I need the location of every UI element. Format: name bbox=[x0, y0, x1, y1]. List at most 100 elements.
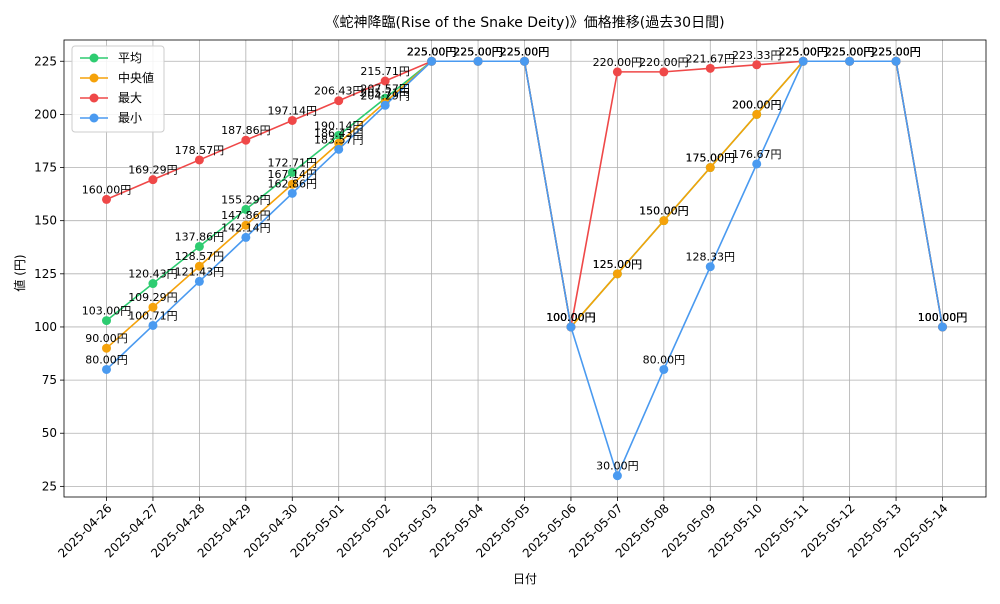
data-label: 103.00円 bbox=[82, 305, 132, 318]
data-point bbox=[148, 279, 158, 289]
data-label: 128.33円 bbox=[686, 251, 736, 264]
data-point bbox=[241, 220, 251, 230]
legend-marker bbox=[89, 53, 99, 63]
data-point bbox=[241, 232, 251, 242]
y-tick-label: 50 bbox=[42, 426, 57, 440]
y-tick-label: 225 bbox=[34, 54, 57, 68]
data-label: 225.00円 bbox=[778, 45, 828, 58]
data-label: 220.00円 bbox=[639, 56, 689, 69]
data-label: 205.71円 bbox=[360, 86, 410, 99]
data-label: 223.33円 bbox=[732, 49, 782, 62]
y-tick-label: 175 bbox=[34, 161, 57, 175]
data-point bbox=[334, 96, 344, 106]
data-label: 100.00円 bbox=[918, 311, 968, 324]
y-tick-label: 25 bbox=[42, 479, 57, 493]
data-label: 137.86円 bbox=[175, 230, 225, 243]
plot-frame bbox=[63, 39, 987, 498]
legend-marker bbox=[89, 73, 99, 83]
data-label: 30.00円 bbox=[596, 460, 639, 473]
data-label: 225.00円 bbox=[825, 45, 875, 58]
data-label: 90.00円 bbox=[85, 332, 128, 345]
data-point bbox=[705, 63, 715, 73]
data-label: 187.86円 bbox=[221, 124, 271, 137]
data-point bbox=[427, 56, 437, 66]
data-point bbox=[612, 471, 622, 481]
data-point bbox=[148, 175, 158, 185]
y-axis-title: 値 (円) bbox=[12, 254, 27, 291]
data-label: 150.00円 bbox=[639, 205, 689, 218]
data-label: 225.00円 bbox=[407, 45, 457, 58]
data-label: 169.29円 bbox=[128, 164, 178, 177]
data-point bbox=[194, 155, 204, 165]
data-label: 225.00円 bbox=[871, 45, 921, 58]
data-point bbox=[287, 115, 297, 125]
data-point bbox=[380, 76, 390, 86]
data-point bbox=[752, 109, 762, 119]
data-label: 225.00円 bbox=[453, 45, 503, 58]
data-labels-layer: 103.00円 120.43円 137.86円 155.29円 172.71円 190.1… bbox=[82, 45, 968, 472]
data-label: 178.57円 bbox=[175, 144, 225, 157]
series-layer bbox=[102, 56, 947, 481]
data-label: 183.57円 bbox=[314, 133, 364, 146]
data-label: 172.71円 bbox=[268, 156, 318, 169]
data-point bbox=[380, 100, 390, 110]
data-point bbox=[659, 364, 669, 374]
x-axis-title: 日付 bbox=[513, 572, 537, 586]
data-point bbox=[148, 302, 158, 312]
data-point bbox=[705, 262, 715, 272]
data-point bbox=[102, 364, 111, 374]
data-label: 225.00円 bbox=[500, 45, 550, 58]
data-label: 109.29円 bbox=[128, 291, 178, 304]
data-label: 225.00円 bbox=[500, 45, 550, 58]
data-point bbox=[473, 56, 483, 66]
data-point bbox=[334, 144, 344, 154]
data-label: 150.00円 bbox=[639, 205, 689, 218]
data-point bbox=[287, 188, 297, 198]
data-label: 100.00円 bbox=[546, 311, 596, 324]
data-label: 100.00円 bbox=[918, 311, 968, 324]
data-point bbox=[612, 269, 622, 279]
data-label: 100.00円 bbox=[546, 311, 596, 324]
data-point bbox=[752, 159, 762, 169]
data-label: 225.00円 bbox=[825, 45, 875, 58]
data-point bbox=[659, 216, 669, 226]
data-point bbox=[520, 56, 529, 66]
data-label: 175.00円 bbox=[686, 152, 736, 165]
data-point bbox=[705, 163, 715, 173]
data-point bbox=[194, 276, 204, 286]
data-label: 147.86円 bbox=[221, 209, 271, 222]
data-point bbox=[241, 135, 251, 145]
data-point bbox=[102, 194, 111, 204]
data-point bbox=[194, 241, 204, 251]
data-label: 120.43円 bbox=[128, 268, 178, 281]
data-label: 176.67円 bbox=[732, 148, 782, 161]
data-label: 100.00円 bbox=[918, 311, 968, 324]
legend-marker bbox=[89, 93, 99, 103]
data-point bbox=[194, 261, 204, 271]
data-point bbox=[102, 343, 111, 353]
data-label: 225.00円 bbox=[778, 45, 828, 58]
data-label: 225.00円 bbox=[778, 45, 828, 58]
data-label: 204.29円 bbox=[360, 89, 410, 102]
data-label: 206.43円 bbox=[314, 85, 364, 98]
data-label: 225.00円 bbox=[407, 45, 457, 58]
data-label: 225.00円 bbox=[825, 45, 875, 58]
data-point bbox=[891, 56, 901, 66]
data-point bbox=[938, 322, 947, 332]
data-point bbox=[752, 60, 762, 70]
data-label: 190.14円 bbox=[314, 119, 364, 132]
data-point bbox=[612, 67, 622, 77]
data-label: 175.00円 bbox=[686, 152, 736, 165]
data-point bbox=[241, 204, 251, 214]
data-label: 225.00円 bbox=[407, 45, 457, 58]
y-tick-label: 200 bbox=[34, 107, 57, 121]
data-label: 100.71円 bbox=[128, 309, 178, 322]
y-tick-label: 125 bbox=[34, 267, 57, 281]
data-label: 125.00円 bbox=[593, 258, 643, 271]
data-label: 186.43円 bbox=[314, 127, 364, 140]
data-label: 225.00円 bbox=[871, 45, 921, 58]
data-point bbox=[148, 320, 158, 330]
